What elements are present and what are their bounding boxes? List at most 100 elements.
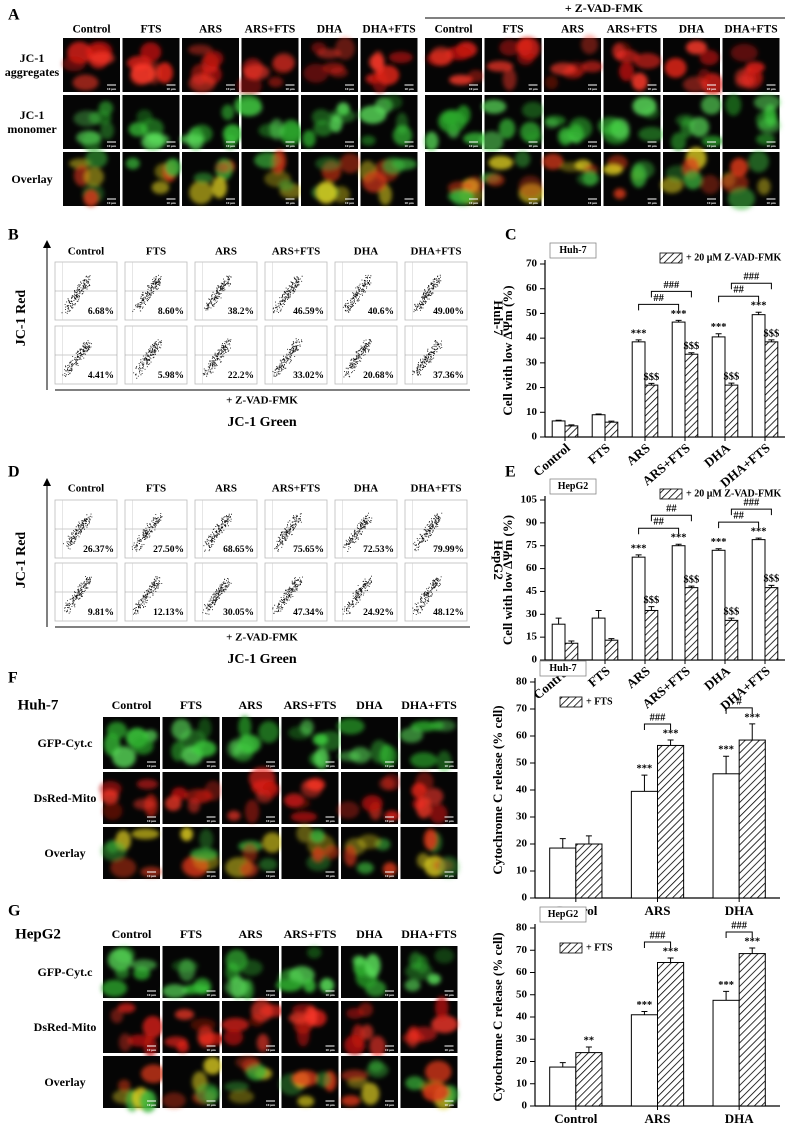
cells xyxy=(424,105,489,151)
dot-cloud xyxy=(272,338,303,377)
cell xyxy=(178,959,196,982)
bracket-label: ### xyxy=(744,498,761,509)
cell xyxy=(306,854,331,872)
scale-bar-label: 10 μm xyxy=(107,144,116,148)
cells xyxy=(162,959,212,999)
cells xyxy=(405,1060,459,1110)
cell xyxy=(502,67,517,91)
cell xyxy=(319,978,335,993)
significance-label: $$$ xyxy=(684,575,700,586)
cell xyxy=(110,857,137,878)
cell xyxy=(315,156,341,171)
column-label: DHA+FTS xyxy=(411,246,462,258)
cell xyxy=(194,790,212,803)
bar xyxy=(564,425,579,438)
bar xyxy=(712,773,740,899)
row-label: JC-1 monomer xyxy=(7,107,57,136)
cell xyxy=(171,718,192,741)
cell xyxy=(190,848,219,861)
gate-percentage: 9.81% xyxy=(88,608,114,618)
column-label: FTS xyxy=(146,483,166,495)
scale-bar-label: 10 μm xyxy=(469,87,478,91)
error-bar xyxy=(667,957,674,963)
cell xyxy=(239,959,263,976)
significance-label: $$$ xyxy=(644,595,660,606)
cells xyxy=(344,1002,386,1058)
cell xyxy=(221,104,235,121)
scale-bar-label: 10 μm xyxy=(226,144,235,148)
scale-bar-label: 10 μm xyxy=(528,87,537,91)
cell xyxy=(112,746,136,768)
gate-percentage: 22.2% xyxy=(228,371,254,381)
cell xyxy=(151,180,170,195)
scale-bar-label: 10 μm xyxy=(206,1103,215,1107)
significance-label: *** xyxy=(637,764,653,775)
cells xyxy=(426,41,485,85)
cell xyxy=(341,1095,361,1107)
cell xyxy=(518,175,543,198)
column-label: FTS xyxy=(140,24,161,36)
cell xyxy=(164,1036,188,1048)
cell xyxy=(700,174,720,195)
cell xyxy=(725,94,742,116)
scale-bar-label: 10 μm xyxy=(345,144,354,148)
cell xyxy=(369,1035,386,1058)
panel-letter: C xyxy=(505,227,517,244)
arrow-head xyxy=(43,478,51,486)
bar xyxy=(724,619,739,661)
cell xyxy=(323,844,339,860)
cells xyxy=(404,948,455,992)
cell xyxy=(423,828,438,851)
error-bar xyxy=(568,424,575,426)
cell xyxy=(110,1008,124,1024)
row-label: DsRed-Mito xyxy=(33,1019,97,1034)
cell xyxy=(313,120,334,137)
scale-bar-label: 10 μm xyxy=(385,764,394,768)
cell xyxy=(273,149,287,172)
y-tick-label: 50 xyxy=(526,307,538,319)
scale-bar-label: 10 μm xyxy=(707,87,716,91)
cells xyxy=(128,109,170,151)
column-label: Control xyxy=(68,246,104,258)
bracket xyxy=(643,723,672,731)
scale-bar-label: 10 μm xyxy=(206,819,215,823)
cells xyxy=(254,149,304,199)
bar xyxy=(711,549,726,661)
gate-percentage: 79.99% xyxy=(433,545,464,555)
cell xyxy=(296,1022,310,1047)
legend-label: + 20 μM Z-VAD-FMK xyxy=(686,252,782,263)
significance-label: *** xyxy=(631,543,647,554)
cells xyxy=(336,773,401,821)
cell xyxy=(302,130,316,148)
cell-line-label: Huh-7 xyxy=(549,663,576,674)
cell xyxy=(416,852,430,869)
cell xyxy=(313,747,330,769)
y-tick-label: 80 xyxy=(516,922,528,934)
column-label: DHA xyxy=(679,24,705,36)
significance-label: $$$ xyxy=(684,341,700,352)
cell xyxy=(237,734,261,754)
cell xyxy=(486,173,505,187)
y-tick-label: 20 xyxy=(516,838,528,850)
x-tick-label: ARS xyxy=(644,1111,670,1126)
error-bar xyxy=(641,1010,648,1015)
bar xyxy=(591,414,606,438)
cells xyxy=(664,40,724,96)
cell xyxy=(133,798,156,810)
column-label: ARS+FTS xyxy=(284,927,337,941)
cell xyxy=(632,96,657,116)
scale-bar-label: 10 μm xyxy=(166,87,175,91)
cell xyxy=(142,1015,164,1039)
cell xyxy=(258,720,280,743)
cell xyxy=(140,1064,167,1084)
gate-percentage: 49.00% xyxy=(433,307,464,317)
cell xyxy=(425,788,444,805)
scale-bar-label: 10 μm xyxy=(266,819,275,823)
cell xyxy=(227,740,241,758)
column-label: ARS+FTS xyxy=(245,24,296,36)
error-bar xyxy=(585,1046,592,1053)
bracket xyxy=(650,290,692,298)
y-tick-label: 60 xyxy=(526,562,538,574)
scale-bar-label: 10 μm xyxy=(107,201,116,205)
cell xyxy=(521,101,545,119)
